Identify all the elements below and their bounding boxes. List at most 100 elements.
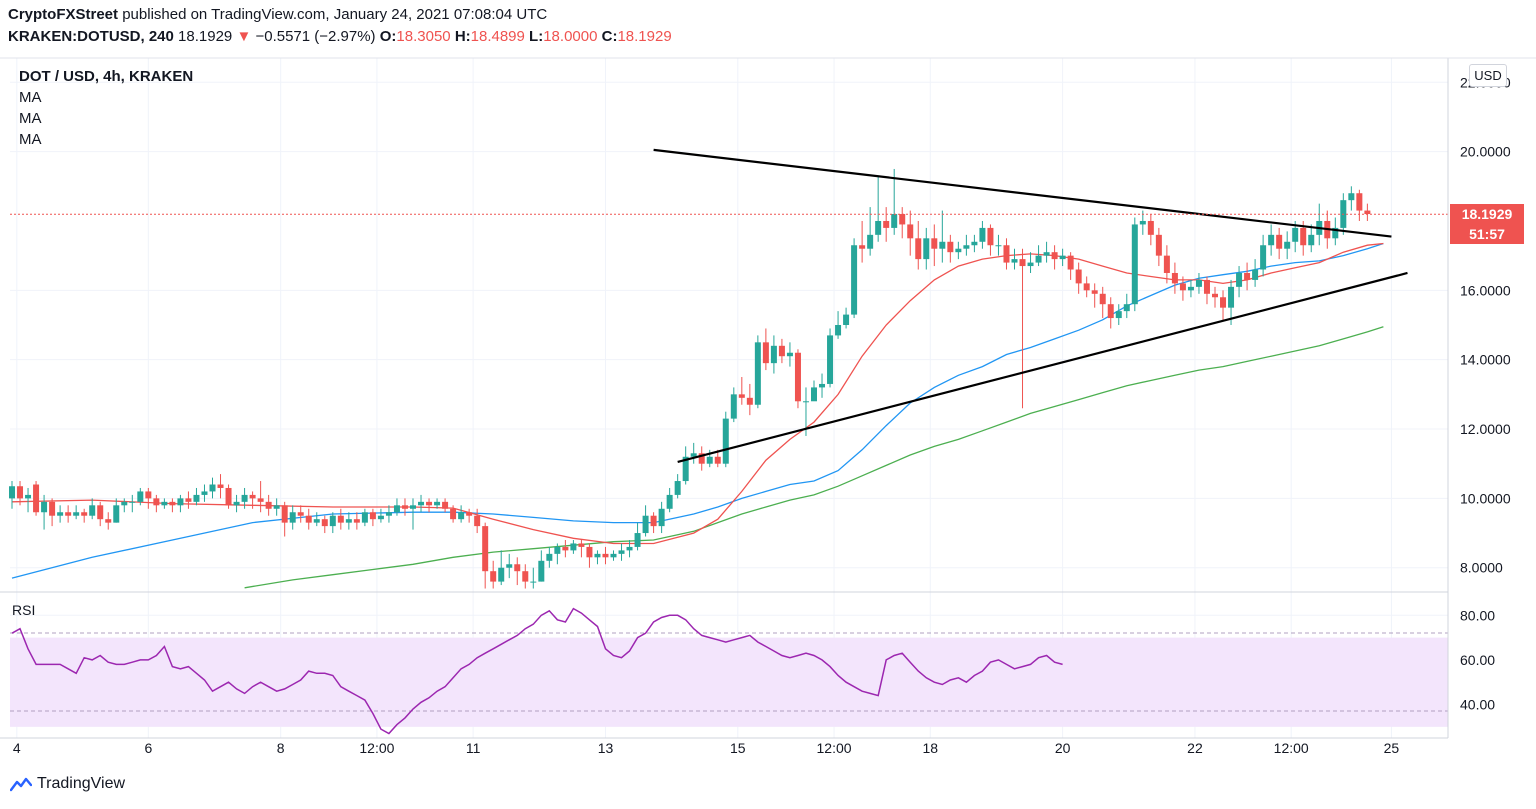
candle-body — [1292, 227, 1299, 242]
candle-body — [1276, 234, 1283, 249]
candle-body — [1155, 234, 1162, 256]
candle-body — [955, 248, 962, 253]
candle-body — [714, 456, 721, 464]
candle-body — [418, 501, 425, 506]
legend-ma-2[interactable]: MA — [19, 110, 42, 127]
candle-body — [642, 515, 649, 534]
high-label: H: — [454, 28, 471, 45]
candle-body — [313, 519, 320, 523]
legend-ma-3[interactable]: MA — [19, 131, 42, 148]
candle-body — [490, 571, 497, 582]
time-tick-label: 8 — [277, 740, 285, 756]
rsi-tick-label: 40.00 — [1460, 697, 1495, 713]
symbol-info: KRAKEN:DOTUSD, 240 18.1929 ▼ −0.5571 (−2… — [8, 28, 672, 45]
candle-body — [1027, 262, 1034, 267]
candle-body — [650, 515, 657, 527]
candle-body — [9, 486, 15, 499]
candle-body — [562, 546, 569, 551]
candle-body — [754, 342, 761, 405]
candle-body — [209, 484, 216, 492]
candle-body — [778, 345, 785, 357]
candle-body — [137, 491, 144, 502]
candle-body — [546, 553, 553, 561]
candle-body — [369, 512, 376, 520]
candle-body — [217, 484, 224, 488]
candle-body — [762, 342, 769, 364]
candle-body — [345, 519, 352, 523]
low-label: L: — [529, 28, 544, 45]
currency-button[interactable]: USD — [1469, 64, 1507, 87]
trendline-lower — [677, 271, 1408, 464]
candle-body — [97, 505, 104, 520]
candle-body — [442, 501, 449, 509]
candle-body — [570, 543, 577, 551]
candle-body — [450, 508, 457, 520]
candle-body — [802, 401, 809, 403]
grid-lines — [10, 58, 1448, 738]
candle-body — [506, 564, 513, 568]
candle-body — [1099, 293, 1106, 305]
candle-body — [1268, 234, 1275, 246]
rsi-legend[interactable]: RSI — [12, 602, 36, 618]
publish-info: CryptoFXStreet published on TradingView.… — [8, 6, 547, 23]
candle-body — [1244, 272, 1251, 280]
candle-body — [113, 505, 120, 523]
time-tick-label: 4 — [13, 740, 21, 756]
time-tick-label: 22 — [1187, 740, 1203, 756]
candle-body — [722, 418, 729, 464]
candle-body — [698, 453, 705, 464]
candle-body — [1228, 286, 1235, 308]
trendline-upper — [653, 148, 1392, 238]
candle-body — [538, 560, 545, 582]
candle-body — [786, 352, 793, 357]
open-label: O: — [379, 28, 397, 45]
candle-body — [474, 515, 481, 527]
candle-body — [129, 501, 136, 503]
candle-body — [482, 526, 489, 572]
last-price: 18.1929 — [178, 28, 233, 45]
candle-body — [257, 498, 264, 502]
candle-body — [1195, 279, 1202, 287]
candle-body — [426, 501, 433, 506]
candle-body — [401, 505, 408, 509]
candle-body — [658, 508, 665, 527]
candle-body — [393, 505, 400, 513]
candle-body — [602, 553, 609, 558]
price-tick-label: 16.0000 — [1460, 282, 1511, 298]
candle-body — [907, 224, 914, 239]
chart-legend: DOT / USD, 4h, KRAKEN MA MA MA — [19, 66, 193, 150]
candle-body — [1139, 220, 1146, 225]
ma-slow-line — [244, 326, 1384, 589]
candle-body — [690, 453, 697, 457]
candle-body — [1348, 193, 1355, 201]
candle-body — [1171, 272, 1178, 284]
published-text: published on TradingView.com, January 24… — [122, 6, 548, 23]
close-value: 18.1929 — [617, 28, 672, 45]
rsi-tick-label: 80.00 — [1460, 607, 1495, 623]
candle-body — [530, 581, 537, 583]
candle-body — [321, 519, 328, 527]
candle-body — [794, 352, 801, 402]
candle-body — [1131, 224, 1138, 305]
candle-body — [377, 515, 384, 520]
candle-body — [49, 501, 56, 516]
publisher-name[interactable]: CryptoFXStreet — [8, 6, 119, 23]
change-arrow-icon: ▼ — [236, 28, 252, 45]
legend-ma-1[interactable]: MA — [19, 89, 42, 106]
candle-body — [819, 383, 826, 388]
candle-body — [1260, 245, 1267, 270]
candle-body — [1147, 220, 1154, 235]
candle-body — [835, 325, 842, 336]
candle-body — [25, 494, 32, 499]
price-tick-label: 14.0000 — [1460, 352, 1511, 368]
close-label: C: — [601, 28, 618, 45]
candle-body — [1163, 255, 1170, 273]
time-tick-label: 20 — [1055, 740, 1071, 756]
candle-body — [1236, 272, 1243, 287]
candle-body — [979, 227, 986, 242]
footer-brand[interactable]: TradingView — [10, 775, 125, 793]
candle-body — [201, 491, 208, 495]
price-axis: 22.000020.000016.000014.000012.000010.00… — [1460, 74, 1511, 575]
candle-body — [891, 214, 898, 228]
